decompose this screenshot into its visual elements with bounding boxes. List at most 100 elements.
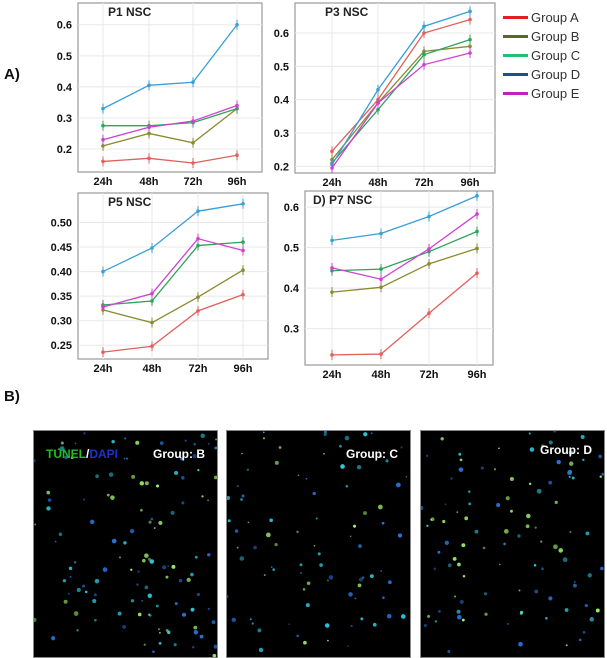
cell-nucleus [534,526,537,529]
chart-title: P3 NSC [325,5,369,19]
cell-nucleus [569,530,572,533]
cell-nucleus [456,511,459,513]
cell-nucleus [405,476,408,478]
cell-nucleus [34,523,37,526]
cell-nucleus [452,556,457,561]
cell-nucleus [170,510,175,515]
cell-nucleus [568,475,571,478]
series-line-group-e [102,104,238,141]
cell-nucleus [483,592,488,596]
cell-nucleus [46,490,51,495]
cell-nucleus [140,508,143,512]
cell-nucleus [328,575,334,580]
cell-nucleus [57,448,60,451]
cell-nucleus [305,477,308,480]
cell-nucleus [350,624,353,628]
cell-nucleus [510,509,513,513]
x-tick-label: 72h [189,363,208,375]
cell-nucleus [236,485,239,488]
cell-nucleus [440,437,444,441]
x-tick-label: 96h [234,363,253,375]
cell-nucleus [303,640,307,645]
cell-nucleus [137,570,140,573]
cell-nucleus [144,553,149,558]
series-line-group-e [331,52,471,169]
cell-nucleus [148,520,152,524]
cell-nucleus [541,444,545,448]
x-tick-label: 72h [184,176,203,188]
cell-nucleus [319,563,323,567]
cell-nucleus [296,634,300,638]
cell-nucleus [122,625,126,629]
cell-nucleus [207,553,211,557]
cell-nucleus [347,645,349,647]
cell-nucleus [144,585,149,590]
cell-nucleus [528,432,531,435]
cell-nucleus [421,505,424,510]
cell-nucleus [141,599,144,602]
cell-nucleus [106,493,110,497]
y-tick-label: 0.6 [284,202,299,214]
cell-nucleus [213,475,217,480]
cell-nucleus [503,542,506,546]
cell-nucleus [360,617,364,621]
chart-3: 0.3 0.4 0.5 0.6 24h 48h 72h 96h D) P7 NSC [284,190,494,381]
cell-nucleus [348,592,353,597]
cell-nucleus [157,628,160,631]
cell-nucleus [518,641,523,647]
cell-nucleus [315,517,318,520]
x-tick-label: 48h [143,363,162,375]
cell-nucleus [587,573,592,578]
cell-nucleus [380,569,383,572]
cell-nucleus [131,474,136,479]
cell-nucleus [83,432,86,435]
cell-nucleus [82,584,86,588]
cell-nucleus [246,468,250,471]
y-tick-label: 0.5 [284,243,299,255]
cell-nucleus [193,630,199,635]
series-line-group-a [102,154,238,164]
cell-nucleus [69,575,72,578]
cell-nucleus [317,552,321,556]
cell-nucleus [144,481,149,486]
cell-nucleus [385,459,389,463]
cell-nucleus [433,567,437,571]
legend-label: Group D [531,67,581,82]
cell-nucleus [567,470,572,476]
cell-nucleus [568,461,574,466]
cell-nucleus [207,442,210,445]
cell-nucleus [249,618,252,621]
cell-nucleus [299,563,303,567]
cell-nucleus [327,639,329,642]
cell-nucleus [213,644,217,649]
cell-nucleus [363,432,368,437]
cell-nucleus [377,504,383,510]
cell-nucleus [548,440,553,445]
y-tick-label: 0.50 [51,217,72,229]
cell-nucleus [459,458,463,462]
cell-nucleus [263,574,266,577]
cell-nucleus [47,498,52,502]
cell-nucleus [585,531,590,536]
cell-nucleus [288,623,291,626]
cell-nucleus [186,577,191,582]
cell-nucleus [552,431,557,433]
cell-nucleus [180,457,184,461]
cell-nucleus [247,521,250,524]
cell-nucleus [349,535,352,538]
cell-nucleus [193,443,196,446]
series-line-group-e [331,213,478,280]
cell-nucleus [450,477,453,480]
cell-nucleus [352,524,357,528]
legend-swatch [503,35,528,38]
y-tick-label: 0.4 [284,283,300,295]
cell-nucleus [192,453,197,459]
cell-nucleus [358,577,364,582]
cell-nucleus [496,502,501,508]
cell-nucleus [372,622,377,627]
cell-nucleus [447,563,452,568]
stain-legend: TUNEL/DAPI [46,447,118,461]
cell-nucleus [517,534,521,538]
cell-nucleus [578,638,582,642]
cell-nucleus [462,574,466,578]
